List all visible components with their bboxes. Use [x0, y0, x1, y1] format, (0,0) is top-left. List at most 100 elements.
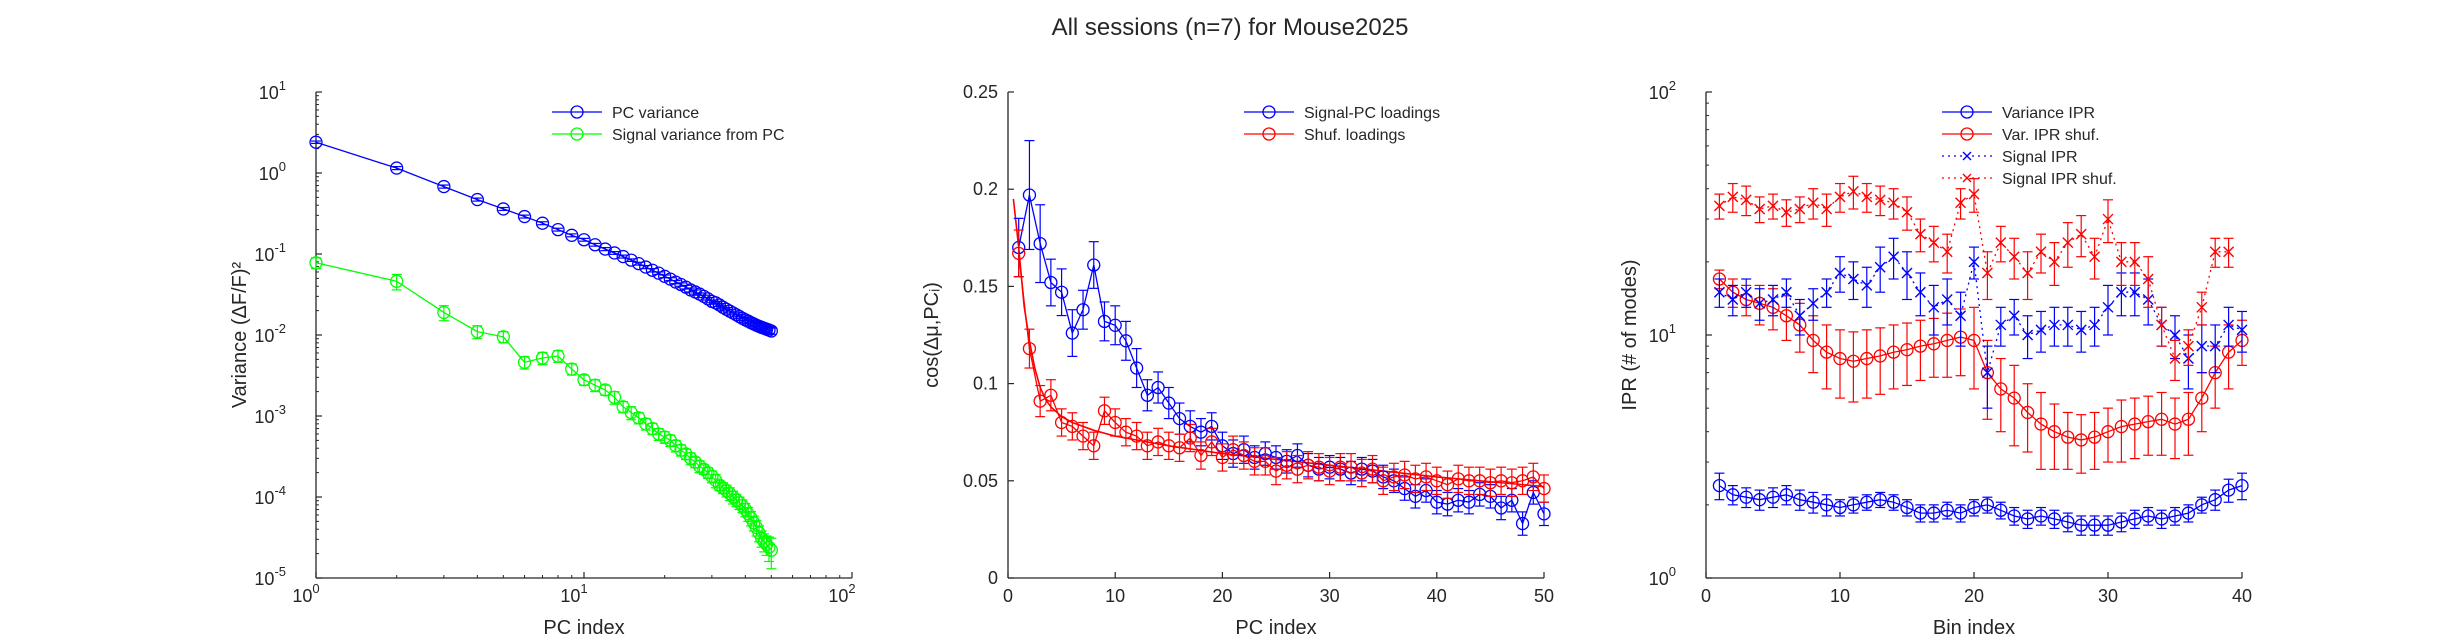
data-point: [1333, 460, 1347, 474]
data-point: [2101, 518, 2115, 532]
data-point: [470, 324, 485, 339]
data-point: [1162, 439, 1176, 453]
data-point: [1012, 246, 1026, 261]
data-point: [1794, 203, 1806, 215]
data-point: [535, 351, 550, 365]
data-point: [1473, 474, 1487, 488]
x-tick-label: 0: [1003, 586, 1013, 606]
data-point: [1900, 500, 1914, 515]
data-point: [1076, 429, 1090, 443]
legend-marker: [1262, 127, 1276, 141]
data-point: [1940, 503, 1954, 517]
y-tick-label: 10-1: [254, 240, 286, 265]
series-4: [1713, 175, 2235, 382]
x-tick-label: 30: [1320, 586, 1340, 606]
data-point: [679, 447, 693, 461]
legend: PC variance Signal variance from PC: [552, 105, 785, 144]
y-tick-label: 0.05: [963, 471, 998, 491]
data-point: [2196, 340, 2208, 352]
data-point: [705, 469, 719, 483]
data-point: [2102, 301, 2114, 313]
data-point: [1928, 301, 1940, 313]
data-point: [1430, 495, 1444, 509]
chart-3: 0 10 20 30 40 100 101 102 Bin index IPR (# of mod…: [1619, 78, 2252, 639]
series-2: [309, 256, 778, 570]
data-point: [1901, 267, 1913, 279]
data-point: [2182, 340, 2194, 352]
data-point: [1807, 297, 1819, 309]
data-point: [2128, 417, 2142, 431]
data-point: [2129, 256, 2141, 268]
data-point: [2047, 425, 2062, 439]
data-point: [2235, 478, 2249, 493]
data-point: [1462, 474, 1476, 488]
data-point: [496, 202, 510, 216]
data-point: [1873, 349, 1887, 363]
data-point: [2208, 493, 2222, 507]
data-point: [309, 256, 323, 270]
figure-title: All sessions (n=7) for Mouse2025: [1051, 14, 1409, 41]
data-point: [1940, 333, 1954, 348]
data-point: [1968, 188, 1980, 200]
data-point: [2008, 310, 2020, 322]
data-point: [1779, 309, 1794, 323]
data-point: [1713, 286, 1725, 298]
data-point: [1927, 506, 1941, 520]
data-point: [1022, 188, 1037, 202]
x-tick-label: 10: [1830, 586, 1850, 606]
data-point: [1065, 419, 1079, 434]
data-point: [2236, 324, 2248, 336]
data-point: [437, 305, 451, 320]
data-point: [1097, 404, 1112, 418]
data-point: [1901, 206, 1913, 218]
data-point: [598, 383, 612, 397]
data-point: [577, 233, 591, 247]
data-point: [1886, 345, 1901, 359]
data-point: [1505, 476, 1519, 490]
data-point: [2141, 414, 2155, 429]
data-point: [1301, 458, 1315, 472]
data-point: [1408, 472, 1423, 486]
data-point: [1183, 431, 1197, 445]
series-3: [1713, 237, 2248, 409]
data-point: [2035, 246, 2047, 258]
data-point: [1833, 351, 1847, 366]
data-point: [1980, 498, 1995, 512]
data-point: [1928, 237, 1940, 249]
data-point: [1833, 500, 1847, 515]
data-point: [1981, 367, 1993, 379]
chart-2: 0 10 20 30 40 50 0 0.05 0.1 0.15 0.2 0.25 PC index co…: [921, 82, 1554, 639]
data-point: [1806, 495, 1820, 509]
data-point: [1740, 286, 1752, 298]
data-point: [1129, 361, 1144, 375]
data-point: [1779, 488, 1794, 502]
data-point: [2087, 430, 2102, 444]
data-point: [2061, 515, 2075, 529]
y-axis-label: IPR (# of modes): [1619, 259, 1641, 410]
data-point: [688, 455, 702, 469]
data-point: [1226, 443, 1240, 457]
data-point: [2089, 319, 2101, 331]
data-point: [697, 462, 711, 476]
data-point: [1995, 319, 2007, 331]
data-point: [1172, 411, 1187, 426]
legend: Variance IPR Var. IPR shuf. Signal IPR Sign…: [1942, 105, 2117, 188]
data-point: [1861, 191, 1873, 203]
data-point: [1953, 506, 1968, 520]
y-axis-label: cos(Δμ,PCᵢ): [921, 282, 943, 388]
data-point: [2129, 286, 2141, 298]
data-point: [1874, 261, 1886, 273]
data-point: [1726, 488, 1740, 502]
data-point: [1440, 478, 1455, 492]
data-point: [309, 135, 323, 149]
data-point: [2048, 256, 2060, 268]
data-point: [1022, 341, 1037, 356]
data-point: [2020, 405, 2035, 420]
data-point: [517, 355, 532, 369]
data-point: [1995, 237, 2007, 249]
data-point: [2181, 412, 2196, 426]
data-point: [1754, 297, 1766, 309]
data-point: [692, 459, 707, 473]
data-point: [1780, 206, 1792, 218]
